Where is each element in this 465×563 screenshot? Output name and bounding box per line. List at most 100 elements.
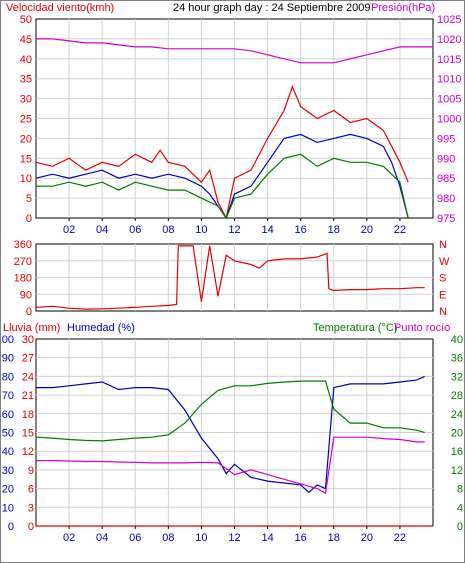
wind-pressure-xtick-label: 20 — [361, 224, 373, 236]
humidity-tick-label: 60 — [2, 409, 14, 421]
wind-speed-tick-label: 20 — [20, 133, 32, 145]
temp-humidity-xtick-label: 10 — [195, 532, 207, 544]
series-line-magenta — [36, 38, 433, 64]
humidity-tick-label: 90 — [2, 353, 14, 365]
wind-pressure-xtick-label: 10 — [195, 224, 207, 236]
humidity-tick-label: 0 — [8, 521, 14, 533]
temp-humidity-xtick-label: 22 — [394, 532, 406, 544]
humidity-tick-label: 70 — [2, 390, 14, 402]
direction-tick-label: 90 — [20, 289, 32, 301]
direction-tick-label: 0 — [26, 306, 32, 318]
humidity-tick-label: 20 — [2, 484, 14, 496]
wind-speed-tick-label: 10 — [20, 173, 32, 185]
wind-pressure-xtick-label: 08 — [162, 224, 174, 236]
wind-speed-tick-label: 45 — [20, 34, 32, 46]
pressure-tick-label: 1005 — [437, 94, 461, 106]
wind-pressure-xtick-label: 14 — [261, 224, 273, 236]
wind-pressure-xtick-label: 04 — [96, 224, 108, 236]
temperature-tick-label: 12 — [451, 465, 463, 477]
temperature-tick-label: 40 — [451, 334, 463, 346]
temperature-tick-label: 36 — [451, 353, 463, 365]
dew-point-axis-title: Punto rocío — [394, 322, 450, 334]
pressure-tick-label: 1020 — [437, 34, 461, 46]
wind-speed-tick-label: 25 — [20, 114, 32, 126]
wind-speed-tick-label: 50 — [20, 14, 32, 26]
pressure-tick-label: 995 — [437, 133, 455, 145]
compass-tick-label: S — [439, 273, 446, 285]
pressure-tick-label: 975 — [437, 213, 455, 225]
temp-humidity-xtick-label: 02 — [63, 532, 75, 544]
compass-tick-label: W — [439, 256, 450, 268]
humidity-axis-title: Humedad (%) — [67, 322, 135, 334]
compass-tick-label: E — [439, 289, 446, 301]
rain-tick-label: 27 — [22, 353, 34, 365]
temperature-tick-label: 16 — [451, 446, 463, 458]
rain-tick-label: 12 — [22, 446, 34, 458]
pressure-tick-label: 1025 — [437, 14, 461, 26]
wind-speed-tick-label: 0 — [26, 213, 32, 225]
humidity-tick-label: 10 — [2, 502, 14, 514]
wind-speed-tick-label: 30 — [20, 94, 32, 106]
pressure-axis-title: Presión(hPa) — [371, 2, 435, 14]
rain-tick-label: 18 — [22, 409, 34, 421]
series-line-magenta — [36, 436, 425, 495]
rain-axis-title: Lluvia (mm) — [3, 322, 60, 334]
temperature-tick-label: 4 — [457, 502, 463, 514]
wind-speed-axis-title: Velocidad viento(kmh) — [6, 2, 114, 14]
humidity-tick-label: 80 — [2, 371, 14, 383]
temperature-tick-label: 8 — [457, 484, 463, 496]
direction-tick-label: 180 — [14, 273, 32, 285]
wind-pressure-xtick-label: 18 — [328, 224, 340, 236]
pressure-tick-label: 1015 — [437, 54, 461, 66]
series-line-red — [35, 85, 409, 220]
wind-pressure-xtick-label: 16 — [295, 224, 307, 236]
temperature-tick-label: 28 — [451, 390, 463, 402]
rain-tick-label: 9 — [28, 465, 34, 477]
rain-tick-label: 21 — [22, 390, 34, 402]
pressure-tick-label: 985 — [437, 173, 455, 185]
humidity-tick-label: 50 — [2, 428, 14, 440]
temp-humidity-xtick-label: 18 — [328, 532, 340, 544]
rain-tick-label: 24 — [22, 371, 34, 383]
compass-tick-label: N — [439, 239, 447, 251]
wind-pressure-xtick-label: 22 — [394, 224, 406, 236]
rain-tick-label: 30 — [22, 334, 34, 346]
wind-speed-tick-label: 5 — [26, 193, 32, 205]
compass-tick-label: N — [439, 306, 447, 318]
temperature-tick-label: 0 — [457, 521, 463, 533]
humidity-tick-label: 100 — [1, 334, 14, 346]
rain-tick-label: 3 — [28, 502, 34, 514]
temperature-axis-title: Temperatura (°C) — [313, 322, 397, 334]
temperature-tick-label: 20 — [451, 428, 463, 440]
pressure-tick-label: 1000 — [437, 114, 461, 126]
wind-speed-tick-label: 15 — [20, 153, 32, 165]
temp-humidity-xtick-label: 20 — [361, 532, 373, 544]
temp-humidity-xtick-label: 08 — [162, 532, 174, 544]
wind-pressure-xtick-label: 12 — [228, 224, 240, 236]
temp-humidity-xtick-label: 12 — [228, 532, 240, 544]
humidity-tick-label: 40 — [2, 446, 14, 458]
rain-tick-label: 15 — [22, 428, 34, 440]
temperature-tick-label: 32 — [451, 371, 463, 383]
temperature-tick-label: 24 — [451, 409, 463, 421]
rain-tick-label: 6 — [28, 484, 34, 496]
temp-humidity-xtick-label: 06 — [129, 532, 141, 544]
direction-line — [35, 245, 425, 310]
rain-tick-label: 0 — [28, 521, 34, 533]
wind-speed-tick-label: 40 — [20, 54, 32, 66]
chart-title: 24 hour graph day : 24 Septiembre 2009 — [173, 2, 371, 14]
pressure-tick-label: 1010 — [437, 74, 461, 86]
humidity-tick-label: 30 — [2, 465, 14, 477]
series-line-blue — [36, 375, 425, 494]
series-line-green — [36, 153, 409, 220]
wind-pressure-xtick-label: 02 — [63, 224, 75, 236]
temp-humidity-xtick-label: 14 — [261, 532, 273, 544]
pressure-tick-label: 990 — [437, 153, 455, 165]
wind-speed-tick-label: 35 — [20, 74, 32, 86]
series-line-green — [35, 380, 425, 442]
temp-humidity-xtick-label: 16 — [295, 532, 307, 544]
wind-pressure-xtick-label: 06 — [129, 224, 141, 236]
temp-humidity-xtick-label: 04 — [96, 532, 108, 544]
